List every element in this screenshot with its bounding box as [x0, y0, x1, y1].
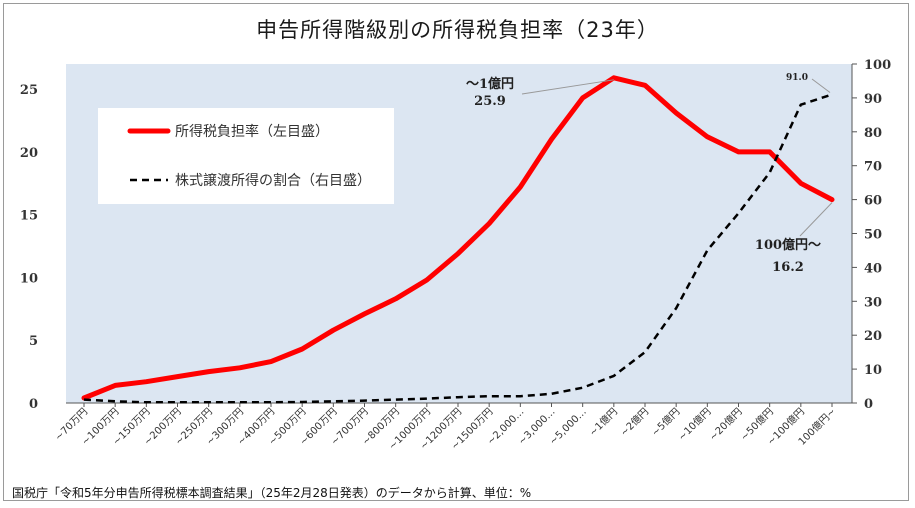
annotation-leader — [811, 78, 831, 93]
left-tick-label: 0 — [29, 397, 38, 412]
right-axis: 0 10 20 30 40 50 60 70 80 90 100 — [851, 58, 891, 412]
x-tick-label: ~2億円 — [617, 405, 651, 439]
annotation-value: 91.0 — [786, 73, 808, 83]
right-tick-label: 80 — [864, 126, 882, 141]
left-tick-label: 10 — [20, 271, 38, 286]
right-tick-label: 0 — [864, 397, 873, 412]
right-tick-label: 100 — [864, 58, 891, 73]
source-note: 国税庁「令和5年分申告所得税標本調査結果」（25年2月28日発表）のデータから計… — [12, 486, 532, 500]
x-tick-label: ~20億円 — [706, 405, 744, 443]
legend: 所得税負担率（左目盛） 株式譲渡所得の割合（右目盛） — [98, 108, 394, 204]
left-tick-label: 5 — [29, 334, 38, 349]
right-tick-label: 40 — [864, 261, 882, 276]
right-tick-label: 30 — [864, 295, 882, 310]
annotation-label: ～1億円 — [466, 76, 514, 92]
left-tick-label: 25 — [20, 83, 38, 98]
right-tick-label: 10 — [864, 363, 882, 378]
right-tick-label: 60 — [864, 194, 882, 209]
tax-burden-line — [81, 75, 835, 401]
legend-box — [98, 108, 394, 204]
right-tick-label: 50 — [864, 228, 882, 243]
left-tick-label: 20 — [20, 146, 38, 161]
legend-label-tax-burden: 所得税負担率（左目盛） — [175, 123, 329, 140]
series-layer — [81, 75, 835, 404]
annotation-value: 25.9 — [474, 94, 506, 109]
x-tick-label: ~10億円 — [675, 405, 713, 443]
right-tick-label: 20 — [864, 329, 882, 344]
annotation-label: 100億円～ — [755, 237, 821, 253]
stock-share-line — [83, 93, 833, 404]
left-tick-label: 15 — [20, 209, 38, 224]
legend-label-stock-share: 株式譲渡所得の割合（右目盛） — [175, 172, 371, 189]
right-tick-label: 90 — [864, 92, 882, 107]
x-axis: ~70万円~100万円~150万円~200万円~250万円~300万円~400万… — [53, 402, 852, 452]
annotation-value: 16.2 — [772, 260, 804, 275]
left-axis: 0 5 10 15 20 25 — [20, 83, 38, 412]
annotation-leader — [799, 202, 833, 237]
chart-title: 申告所得階級別の所得税負担率（23年） — [256, 18, 659, 42]
annotation-layer: ～1億円 25.9 100億円～ 16.2 91.0 — [466, 73, 833, 275]
x-tick-label: ~1億円 — [586, 405, 620, 439]
annotation-leader — [521, 79, 614, 95]
right-tick-label: 70 — [864, 160, 882, 175]
